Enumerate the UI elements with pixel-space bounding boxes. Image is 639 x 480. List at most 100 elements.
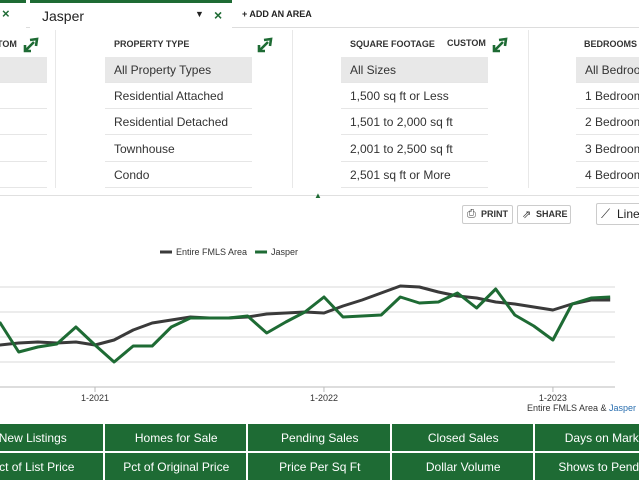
button-label: Line [617,207,639,221]
filter-header: PROPERTY TYPE [114,39,190,49]
filter-option[interactable]: Townhouse [105,136,252,162]
metric-label: Pending Sales [281,431,359,445]
metric-label: Closed Sales [427,431,499,445]
metric-label: Homes for Sale [134,431,218,445]
metric-label: Price Per Sq Ft [279,460,361,474]
x-tick-label: 1-2023 [539,393,567,403]
icon [257,37,273,53]
metric-button[interactable]: Closed Sales [390,423,534,452]
filter-option[interactable] [0,162,47,188]
custom-link[interactable]: CUSTOM [447,38,486,48]
filter-option[interactable]: 1 Bedroom [576,83,639,110]
metric-button[interactable]: Dollar Volume [390,452,534,480]
note-joiner: & [598,403,607,413]
button-label: SHARE [536,209,568,219]
column-divider [292,30,293,188]
area-tab [30,0,232,28]
filter-option[interactable]: 2,001 to 2,500 sq ft [341,136,488,162]
note-selected: Jasper [606,403,636,413]
metric-label: Days on Market [564,431,639,445]
filter-option[interactable]: Residential Detached [105,109,252,136]
metric-button[interactable]: New Listings [0,423,104,452]
filter-header: CUSTOM [0,39,17,49]
metric-label: Dollar Volume [425,460,501,474]
add-area[interactable]: + ADD AN AREA [242,9,312,19]
print-button[interactable]: ⎙ PRINT [462,205,513,224]
column-divider [55,30,56,188]
option-label: Residential Attached [114,89,224,104]
option-label: All Bedrooms [585,63,639,77]
collapse-handle[interactable]: ▲ [314,191,322,200]
filter-option[interactable]: 1,500 sq ft or Less [341,83,488,110]
close-icon[interactable]: × [214,7,223,23]
button-icon: ⇗ [522,209,532,221]
filter-header: BEDROOMS [584,39,638,49]
expand-icon[interactable] [257,35,275,53]
option-label: 3 Bedrooms [585,141,639,156]
filter-option[interactable] [0,57,47,83]
legend-label: Entire FMLS Area [176,247,247,257]
filter-option[interactable] [0,109,47,136]
metric-button[interactable]: Price Per Sq Ft [247,452,391,480]
option-label: 2,501 sq ft or More [350,167,451,182]
filter-option[interactable]: 3 Bedrooms [576,136,639,162]
metric-button[interactable]: Pct of List Price [0,452,104,480]
dropdown-icon[interactable]: ▼ [195,9,204,19]
option-label: Townhouse [114,141,175,156]
icon [23,37,39,53]
option-label: 2 Bedrooms [585,115,639,130]
metric-button[interactable]: Pct of Original Price [103,452,247,480]
metric-label: Shows to Pending [558,460,639,474]
expand-icon[interactable] [492,35,510,53]
filter-header: SQUARE FOOTAGE [350,39,435,49]
filter-option[interactable]: All Property Types [105,57,252,83]
x-tick-label: 1-2022 [310,393,338,403]
filter-option[interactable]: All Sizes [341,57,488,83]
metric-label: New Listings [0,431,67,445]
metric-label: Pct of Original Price [123,460,230,474]
note-area: Entire FMLS Area [527,403,598,413]
filter-option[interactable]: 4 Bedrooms [576,162,639,188]
icon [492,37,508,53]
share-button[interactable]: ⇗ SHARE [517,205,571,224]
filter-option[interactable]: 2,501 sq ft or More [341,162,488,188]
legend-label: Jasper [271,247,298,257]
filter-panel [0,28,639,191]
option-label: Residential Detached [114,115,229,130]
metric-button[interactable]: Homes for Sale [103,423,247,452]
metric-button[interactable]: Days on Market [534,423,639,452]
series-line [0,284,611,347]
option-label: 1,501 to 2,000 sq ft [350,115,453,130]
expand-icon[interactable] [23,35,41,53]
option-label: Condo [114,167,150,182]
filter-option[interactable]: Residential Attached [105,83,252,110]
option-label: 1 Bedroom [585,89,639,104]
button-icon: ⎙ [467,208,476,220]
filter-option[interactable] [0,83,47,110]
metric-label: Pct of List Price [0,460,75,474]
filter-option[interactable]: 2 Bedrooms [576,109,639,136]
chart-note: Entire FMLS Area & Jasper [527,403,636,413]
button-label: PRINT [481,209,508,219]
filter-option[interactable] [0,136,47,162]
chart-type-button[interactable]: ⟋ Line [596,203,639,225]
option-label: 2,001 to 2,500 sq ft [350,141,453,156]
option-label: 4 Bedrooms [585,167,639,182]
area-name[interactable]: Jasper [42,8,85,24]
button-icon: ⟋ [601,206,611,221]
series-line [0,287,611,364]
x-tick-label: 1-2021 [81,393,109,403]
metric-button[interactable]: Pending Sales [247,423,391,452]
option-label: All Property Types [114,63,212,77]
filter-option[interactable]: All Bedrooms [576,57,639,83]
option-label: 1,500 sq ft or Less [350,89,449,104]
option-label: All Sizes [350,63,397,77]
close-icon[interactable]: × [2,6,10,21]
filter-option[interactable]: Condo [105,162,252,188]
metric-button[interactable]: Shows to Pending [534,452,639,480]
column-divider [528,30,529,188]
panel-divider [0,195,639,196]
filter-option[interactable]: 1,501 to 2,000 sq ft [341,109,488,136]
tab-partial [0,0,26,28]
